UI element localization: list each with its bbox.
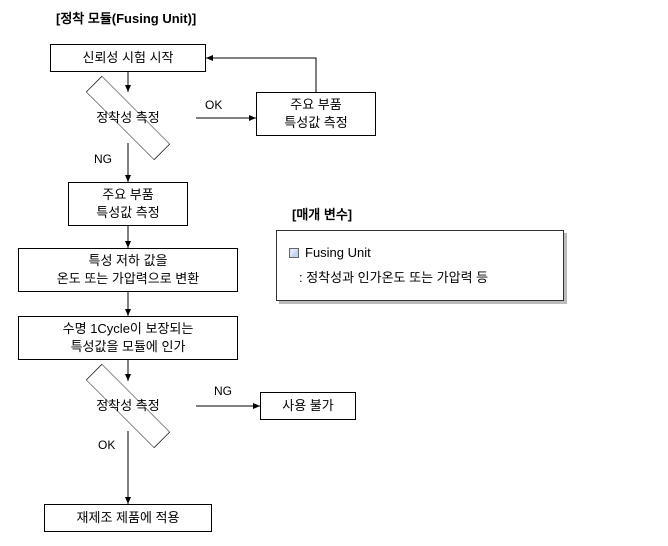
node-apply-label: 수명 1Cycle이 보장되는특성값을 모듈에 인가 bbox=[63, 320, 194, 356]
bullet-icon bbox=[289, 248, 299, 258]
node-start: 신뢰성 시험 시작 bbox=[50, 44, 206, 72]
node-start-label: 신뢰성 시험 시작 bbox=[83, 49, 174, 67]
param-line2: : 정착성과 인가온도 또는 가압력 등 bbox=[289, 266, 551, 291]
decision-2: 정착성 측정 bbox=[60, 381, 196, 431]
edge-label-ng1: NG bbox=[94, 152, 112, 166]
param-line1: Fusing Unit bbox=[289, 241, 551, 266]
node-measure-ok-label: 주요 부품특성값 측정 bbox=[284, 96, 347, 132]
node-convert-label: 특성 저하 값을온도 또는 가압력으로 변환 bbox=[57, 252, 199, 288]
parameter-box: Fusing Unit : 정착성과 인가온도 또는 가압력 등 bbox=[276, 230, 564, 301]
node-measure-ng-label: 주요 부품특성값 측정 bbox=[96, 186, 159, 222]
edge-label-ok1: OK bbox=[205, 98, 222, 112]
node-final-label: 재제조 제품에 적용 bbox=[77, 509, 180, 527]
decision-1-label: 정착성 측정 bbox=[96, 110, 159, 126]
node-unusable: 사용 불가 bbox=[260, 392, 356, 420]
decision-2-label: 정착성 측정 bbox=[96, 398, 159, 414]
flowchart-canvas: [정착 모듈(Fusing Unit)] [매개 변수] 신뢰성 시험 시작 정… bbox=[0, 0, 668, 546]
edge-label-ok2: OK bbox=[98, 438, 115, 452]
decision-1: 정착성 측정 bbox=[60, 93, 196, 143]
title-main: [정착 모듈(Fusing Unit)] bbox=[56, 8, 196, 27]
title-param: [매개 변수] bbox=[292, 204, 352, 223]
node-final: 재제조 제품에 적용 bbox=[44, 504, 212, 532]
edge-label-ng2: NG bbox=[214, 384, 232, 398]
node-measure-ng: 주요 부품특성값 측정 bbox=[68, 182, 188, 226]
node-convert: 특성 저하 값을온도 또는 가압력으로 변환 bbox=[18, 248, 238, 292]
node-apply: 수명 1Cycle이 보장되는특성값을 모듈에 인가 bbox=[18, 316, 238, 360]
node-measure-ok: 주요 부품특성값 측정 bbox=[256, 92, 376, 136]
node-unusable-label: 사용 불가 bbox=[282, 397, 333, 415]
